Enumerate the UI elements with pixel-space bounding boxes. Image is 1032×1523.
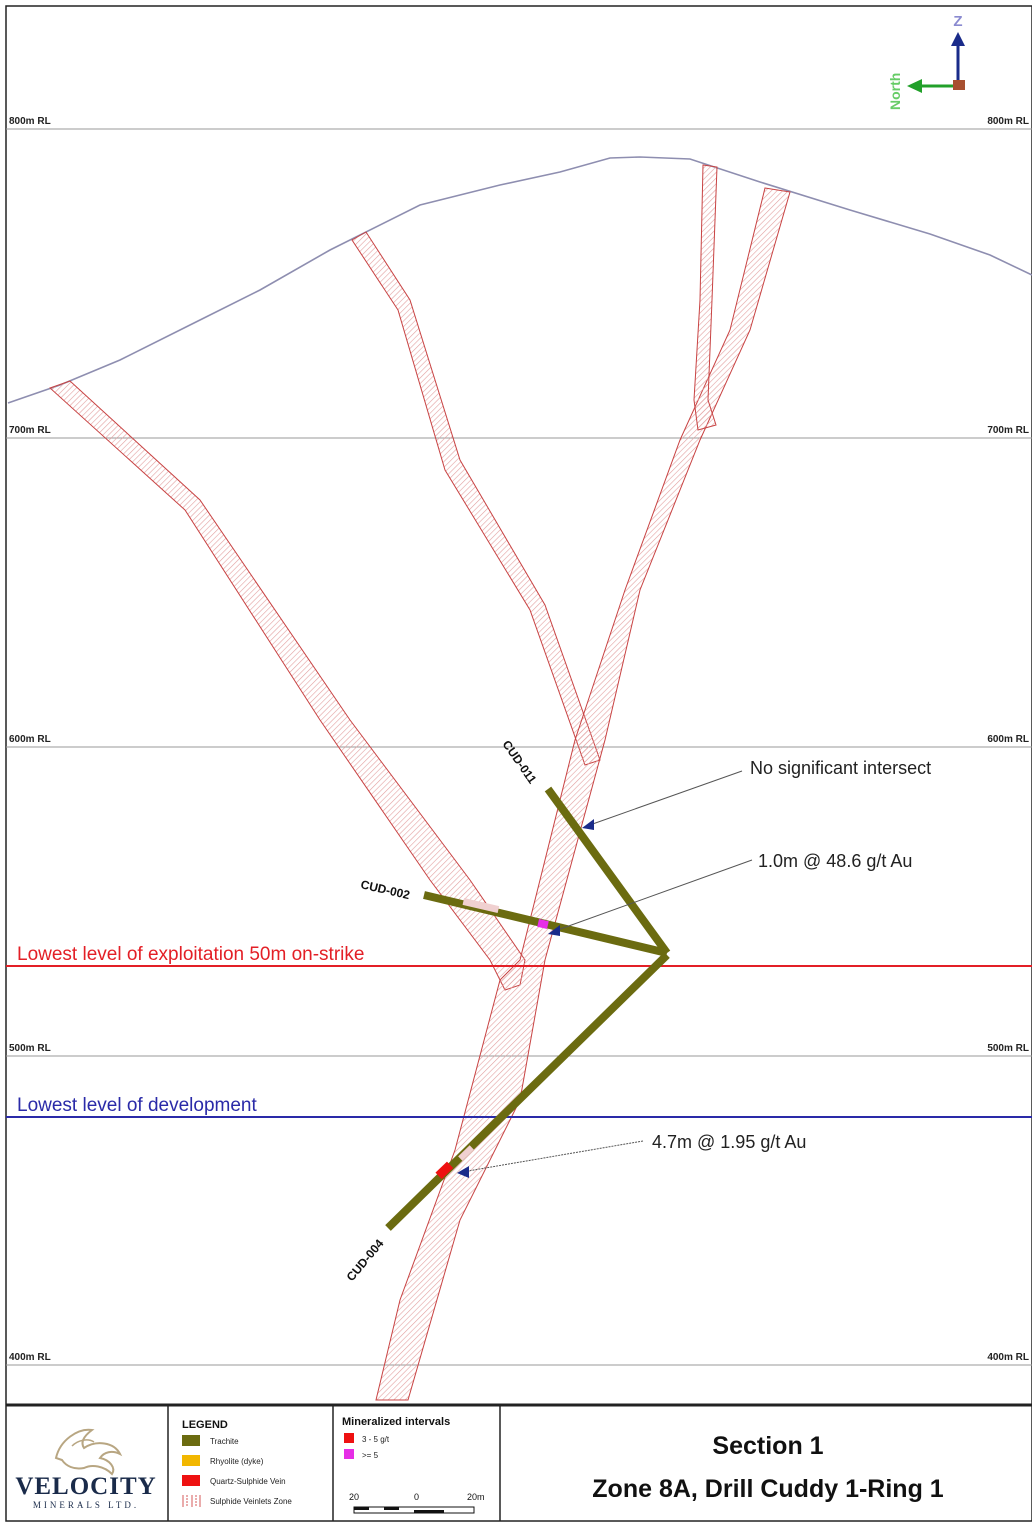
interval-cud002-hit xyxy=(537,918,549,930)
rl-700-right: 700m RL xyxy=(987,425,1029,436)
vein-zone-main xyxy=(375,187,791,1401)
drill-holes xyxy=(385,786,671,1231)
mineralized-item-5plus: >= 5 xyxy=(362,1451,379,1460)
drill-hole-cud004 xyxy=(385,952,670,1231)
scale-left: 20 xyxy=(349,1492,359,1502)
rl-800-right: 800m RL xyxy=(987,116,1029,127)
legend-swatch-quartz-vein xyxy=(182,1475,200,1486)
drill-hole-cud011 xyxy=(544,786,671,956)
topography-line xyxy=(7,156,1032,404)
interval-cud002-veinlets xyxy=(462,898,500,913)
legend-item-rhyolite: Rhyolite (dyke) xyxy=(210,1457,264,1466)
company-logo: VELOCITY MINERALS LTD. xyxy=(15,1428,156,1510)
rl-400-left: 400m RL xyxy=(9,1352,51,1363)
annotation-leaders xyxy=(457,770,753,1178)
legend-swatch-rhyolite xyxy=(182,1455,200,1466)
legend-swatch-trachite xyxy=(182,1435,200,1446)
figure-border xyxy=(5,5,1032,1522)
rl-700-left: 700m RL xyxy=(9,425,51,436)
logo-name: VELOCITY xyxy=(15,1473,156,1500)
annotation-no-intersect: No significant intersect xyxy=(750,758,931,778)
legend-item-veinlets: Sulphide Veinlets Zone xyxy=(210,1497,292,1506)
mineralized-swatch-5plus xyxy=(344,1449,354,1459)
mineralized-intervals-legend: Mineralized intervals 3 - 5 g/t >= 5 xyxy=(342,1416,450,1460)
axis-z-label: Z xyxy=(953,13,962,30)
axis-triad: Z North xyxy=(887,13,965,110)
scale-right: 20m xyxy=(467,1492,485,1502)
exploitation-level-label: Lowest level of exploitation 50m on-stri… xyxy=(17,944,364,965)
rl-500-right: 500m RL xyxy=(987,1043,1029,1054)
sulphide-veinlet-zones xyxy=(49,164,791,1401)
annotation-cud004-result: 4.7m @ 1.95 g/t Au xyxy=(652,1132,806,1152)
rl-500-left: 500m RL xyxy=(9,1043,51,1054)
annotation-cud002-result: 1.0m @ 48.6 g/t Au xyxy=(758,851,912,871)
rl-400-right: 400m RL xyxy=(987,1352,1029,1363)
rl-gridlines xyxy=(6,128,1032,1366)
logo-horse-icon xyxy=(54,1428,123,1476)
mineralized-swatch-3-5 xyxy=(344,1433,354,1443)
development-level-label: Lowest level of development xyxy=(17,1095,257,1116)
legend: LEGEND Trachite Rhyolite (dyke) Quartz-S… xyxy=(182,1419,292,1507)
title-block xyxy=(6,1403,1032,1521)
section-title: Section 1 xyxy=(712,1432,823,1460)
legend-item-quartz-vein: Quartz-Sulphide Vein xyxy=(210,1477,286,1486)
legend-swatch-veinlets xyxy=(182,1495,201,1507)
rl-600-left: 600m RL xyxy=(9,734,51,745)
section-subtitle: Zone 8A, Drill Cuddy 1-Ring 1 xyxy=(592,1475,944,1503)
scale-mid: 0 xyxy=(414,1492,419,1502)
rl-600-right: 600m RL xyxy=(987,734,1029,745)
scale-bar: 20 0 20m xyxy=(349,1492,485,1514)
mineralized-title: Mineralized intervals xyxy=(342,1416,450,1428)
logo-sub: MINERALS LTD. xyxy=(33,1500,139,1510)
interval-cud004-hit xyxy=(435,1161,454,1180)
vein-zone-splay xyxy=(693,164,718,431)
rl-800-left: 800m RL xyxy=(9,116,51,127)
legend-title: LEGEND xyxy=(182,1419,228,1431)
axis-north-label: North xyxy=(887,73,903,110)
legend-item-trachite: Trachite xyxy=(210,1437,239,1446)
interval-cud004-veinlets xyxy=(458,1145,474,1161)
mineralized-item-3-5: 3 - 5 g/t xyxy=(362,1435,390,1444)
